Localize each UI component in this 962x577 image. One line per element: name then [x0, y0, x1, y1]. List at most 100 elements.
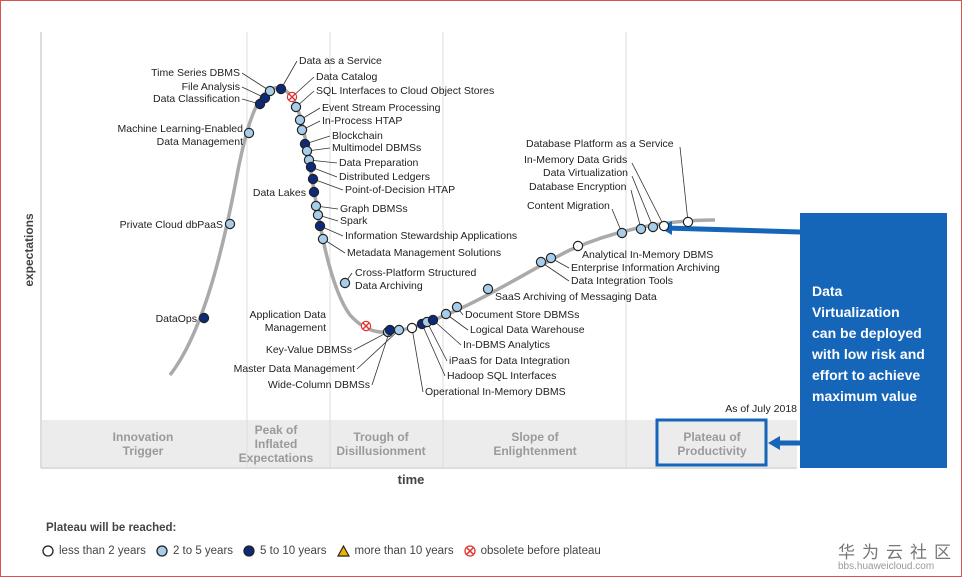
technology-label: In-DBMS Analytics [463, 339, 550, 351]
technology-data-virtualization: Data Virtualization [543, 167, 659, 233]
technology-marker [535, 256, 547, 268]
phase-label: Trigger [123, 444, 164, 458]
leader-line [241, 72, 271, 92]
technology-label: Information Stewardship Applications [345, 230, 517, 242]
technology-label: In-Memory Data Grids [524, 154, 627, 166]
technology-label: Wide-Column DBMSs [268, 379, 370, 391]
hype-curve [168, 86, 716, 377]
legend-title: Plateau will be reached: [46, 522, 177, 534]
technology-label: Distributed Ledgers [339, 171, 430, 183]
phase-label: Productivity [677, 444, 747, 458]
technology-label: File Analysis [182, 81, 240, 93]
technology-graph-dbmss: Graph DBMSs [310, 200, 408, 215]
callout-box: Data Virtualization can be deployed with… [800, 213, 947, 468]
technology-label: Metadata Management Solutions [347, 247, 501, 259]
technology-marker [305, 161, 317, 173]
technology-label: Data as a Service [299, 55, 382, 67]
technology-database-platform-as-a-service: Database Platform as a Service [526, 138, 694, 228]
technology-private-cloud-dbpaas: Private Cloud dbPaaS [120, 218, 236, 231]
leader-line [371, 329, 391, 386]
leader-line [426, 321, 448, 362]
obsolete-cross [288, 93, 296, 101]
technology-marker [198, 312, 210, 324]
technology-document-store-dbmss: Document Store DBMSs [451, 301, 579, 321]
technology-label: SQL Interfaces to Cloud Object Stores [316, 85, 494, 97]
legend-item: 5 to 10 years [243, 545, 327, 557]
phase-label: Expectations [239, 451, 314, 465]
technology-metadata-management-solutions: Metadata Management Solutions [317, 233, 501, 259]
legend-item: less than 2 years [42, 545, 146, 557]
technology-wide-column-dbmss: Wide-Column DBMSs [268, 324, 396, 391]
technology-file-analysis: File Analysis [182, 81, 271, 104]
technology-label: Graph DBMSs [340, 203, 408, 215]
phase-label: Enlightenment [493, 444, 576, 458]
legend-label: 5 to 10 years [260, 545, 327, 557]
technology-label: Blockchain [332, 130, 383, 142]
leader-line [312, 178, 344, 191]
technology-label: SaaS Archiving of Messaging Data [495, 291, 657, 303]
technology-in-dbms-analytics: In-DBMS Analytics [427, 314, 550, 351]
legend-label: more than 10 years [354, 545, 454, 557]
technology-markers: DataOps Private Cloud dbPaaS Machine Learn… [117, 55, 719, 398]
technology-label: Data Integration Tools [571, 275, 673, 287]
phase-band [42, 420, 797, 467]
technology-label: Data Catalog [316, 71, 377, 83]
technology-label: Analytical In-Memory DBMS [582, 249, 713, 261]
legend-item: 2 to 5 years [156, 545, 233, 557]
technology-saas-archiving-of-messaging-data: SaaS Archiving of Messaging Data [482, 283, 657, 303]
technology-marker [616, 227, 628, 239]
technology-data-lakes: Data Lakes [253, 186, 320, 199]
technology-event-stream-processing: Event Stream Processing [294, 102, 441, 126]
technology-cross-platform-structured-data-archiving: Cross-Platform Structured Data Archiving [339, 267, 477, 292]
technology-label: iPaaS for Data Integration [449, 355, 570, 367]
callout-line: Virtualization [812, 304, 900, 320]
callout-line: with low risk and [812, 346, 925, 362]
technology-label: Database Platform as a Service [526, 138, 674, 150]
leader-line [679, 146, 689, 223]
technology-marker [308, 186, 320, 198]
technology-information-stewardship-applications: Information Stewardship Applications [314, 220, 517, 242]
technology-in-memory-data-grids: In-Memory Data Grids [524, 154, 670, 232]
technology-label: Time Series DBMS [151, 67, 240, 79]
technology-marker [406, 322, 418, 334]
phase-label: Disillusionment [336, 444, 425, 458]
leader-line [421, 323, 446, 377]
leader-line [540, 261, 570, 282]
technology-marker [294, 114, 306, 126]
technology-label: DataOps [156, 313, 197, 325]
technology-label: Event Stream Processing [322, 102, 441, 114]
technology-label: Database Encryption [529, 181, 627, 193]
technology-multimodel-dbmss: Multimodel DBMSs [301, 142, 421, 157]
leader-line [280, 60, 298, 90]
technology-marker [427, 314, 439, 326]
technology-label: Operational In-Memory DBMS [425, 386, 566, 398]
technology-point-of-decision-htap: Point-of-Decision HTAP [307, 173, 455, 196]
triangle-icon [336, 545, 350, 557]
leader-line [356, 329, 400, 370]
technology-label: Data Preparation [339, 157, 419, 169]
technology-label: Machine Learning-Enabled Data Management [117, 123, 243, 148]
technology-marker [572, 240, 584, 252]
technology-time-series-dbms: Time Series DBMS [151, 67, 276, 97]
plateau-highlight-box [655, 418, 768, 467]
watermark: 华为云社区 bbs.huaweicloud.com [838, 538, 958, 572]
technology-marker [310, 200, 322, 212]
technology-data-as-a-service: Data as a Service [275, 55, 382, 95]
leader-line [432, 319, 462, 346]
phase-label: Plateau of [683, 430, 741, 444]
callout-line: can be deployed [812, 325, 922, 341]
technology-database-encryption: Database Encryption [529, 181, 647, 235]
x-axis-label: time [398, 472, 425, 487]
circle-white-icon [42, 545, 54, 557]
legend-item: more than 10 years [336, 545, 454, 557]
technology-enterprise-information-archiving: Enterprise Information Archiving [545, 252, 720, 274]
technology-marker [275, 83, 287, 95]
technology-content-migration: Content Migration [527, 200, 628, 239]
technology-label: Application Data Management [250, 309, 327, 334]
technology-marker [307, 173, 319, 185]
technology-label: Point-of-Decision HTAP [345, 184, 455, 196]
technology-data-classification: Data Classification [153, 93, 266, 110]
legend-label: obsolete before plateau [480, 545, 601, 557]
technology-label: In-Process HTAP [322, 115, 402, 127]
